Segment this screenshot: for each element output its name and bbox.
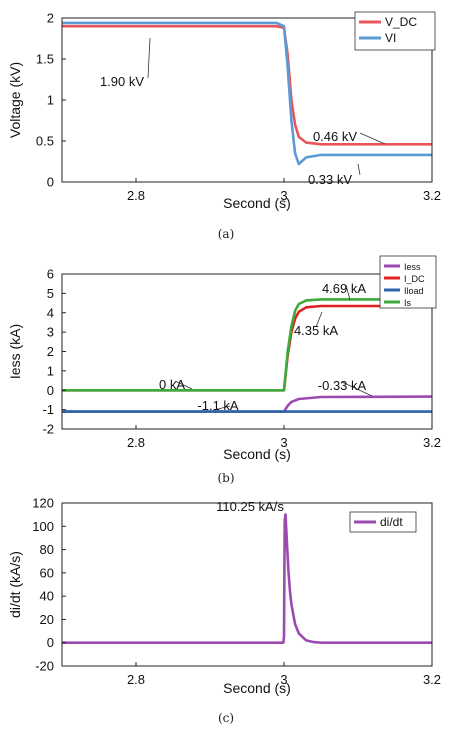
y-tick-label: 1 <box>47 93 54 108</box>
y-tick-label: 2 <box>47 11 54 26</box>
caption: (b) <box>217 471 234 485</box>
y-tick-label: 80 <box>40 542 54 557</box>
x-tick-label: 3 <box>280 435 287 450</box>
series-group <box>62 513 432 644</box>
legend-entry: V_DC <box>385 15 417 29</box>
annotation-label: -1.1 kA <box>197 398 239 413</box>
legend-box <box>354 11 436 51</box>
x-tick-label: 3.2 <box>423 672 441 687</box>
x-axis-label: Second (s) <box>223 446 291 462</box>
annotation-label: 4.69 kA <box>322 281 366 296</box>
legend-entry: Iload <box>404 286 424 296</box>
legend-entry: I_DC <box>404 274 425 284</box>
y-tick-label: 20 <box>40 612 54 627</box>
y-tick-label: 1 <box>47 363 54 378</box>
series-iess <box>62 395 432 413</box>
y-tick-label: 40 <box>40 589 54 604</box>
series-group <box>62 298 432 413</box>
y-tick-label: 0 <box>47 175 54 190</box>
x-tick-label: 3 <box>280 188 287 203</box>
series-di-dt <box>62 513 432 644</box>
annotation-label: 1.90 kV <box>100 74 144 89</box>
annotation-label: 110.25 kA/s <box>216 499 284 514</box>
annotation-leader <box>341 381 373 397</box>
y-tick-label: 60 <box>40 565 54 580</box>
legend-entry: di/dt <box>380 515 403 529</box>
series-i-dc <box>62 304 432 392</box>
annotation-leader <box>357 163 361 176</box>
x-axis-label: Second (s) <box>223 680 291 696</box>
x-tick-label: 3.2 <box>423 435 441 450</box>
caption: (c) <box>218 711 234 725</box>
y-axis-label: Voltage (kV) <box>7 62 23 138</box>
y-tick-label: 4 <box>47 305 54 320</box>
y-tick-label: -2 <box>42 422 54 437</box>
series-vi <box>62 21 432 166</box>
annotation-leader <box>315 311 323 328</box>
caption: (a) <box>218 227 235 241</box>
chart-3: -20 0 20 40 60 80 100 120 2.8 3 3.2 Second (s) di/dt… <box>7 496 441 726</box>
annotation-leader <box>359 132 386 145</box>
y-tick-label: 100 <box>32 519 54 534</box>
annotation-leader <box>174 380 193 390</box>
legend-entry: Is <box>404 298 412 308</box>
y-tick-label: 120 <box>32 496 54 511</box>
x-tick-label: 2.8 <box>127 188 145 203</box>
x-tick-label: 2.8 <box>127 672 145 687</box>
legend-entry: Iess <box>404 262 421 272</box>
y-tick-label: -20 <box>35 659 54 674</box>
chart-2: -2 -1 0 1 2 3 4 5 6 2.8 3 3.2 Second (s) Iess (kA) 4.6… <box>7 255 441 485</box>
series-v-dc <box>62 24 432 146</box>
annotation-label: 4.35 kA <box>294 323 338 338</box>
legend-box <box>349 511 417 533</box>
y-axis-label: di/dt (kA/s) <box>7 551 23 618</box>
y-tick-label: 0 <box>47 635 54 650</box>
annotation-leader <box>213 405 231 411</box>
x-tick-label: 2.8 <box>127 435 145 450</box>
x-axis-label: Second (s) <box>223 195 291 211</box>
annotation-leader <box>345 284 351 301</box>
y-tick-label: 0.5 <box>36 134 54 149</box>
series-is <box>62 298 432 392</box>
y-tick-label: 2 <box>47 344 54 359</box>
annotation-label: 0 kA <box>159 377 185 392</box>
y-tick-label: 0 <box>47 383 54 398</box>
annotation-label: -0.33 kA <box>318 378 367 393</box>
series-group <box>62 21 432 166</box>
y-tick-label: 5 <box>47 286 54 301</box>
plot-frame <box>61 273 433 430</box>
plot-frame <box>61 502 433 667</box>
y-tick-label: 1.5 <box>36 52 54 67</box>
y-tick-label: -1 <box>42 402 54 417</box>
legend-entry: VI <box>385 31 396 45</box>
annotation-label: 0.33 kV <box>308 172 352 187</box>
chart-1: 0 0.5 1 1.5 2 2.8 3 3.2 Second (s) Voltage (kV) 1.… <box>7 11 441 242</box>
y-axis-label: Iess (kA) <box>7 324 23 379</box>
annotation-leader <box>147 37 151 79</box>
annotation-label: 0.46 kV <box>313 129 357 144</box>
y-tick-label: 3 <box>47 325 54 340</box>
y-tick-label: 6 <box>47 267 54 282</box>
x-tick-label: 3 <box>280 672 287 687</box>
x-tick-label: 3.2 <box>423 188 441 203</box>
